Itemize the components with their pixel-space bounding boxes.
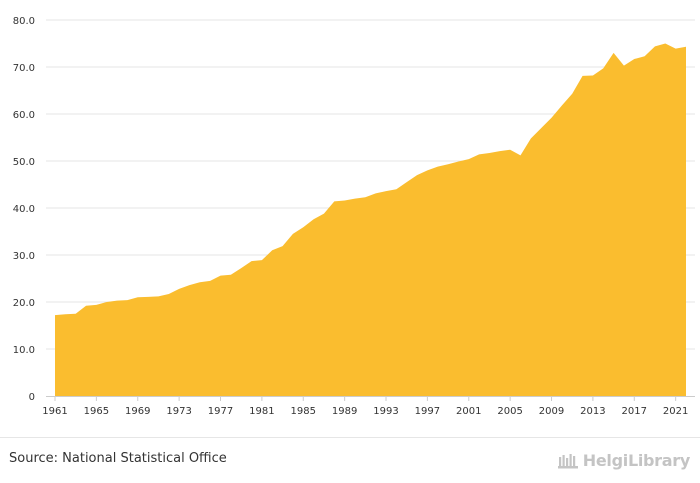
- y-tick-label: 50.0: [13, 157, 35, 168]
- y-tick-label: 10.0: [13, 345, 35, 356]
- x-tick-label: 2017: [622, 406, 647, 417]
- y-tick-label: 70.0: [13, 63, 35, 74]
- y-tick-label: 30.0: [13, 251, 35, 262]
- footer-divider: [0, 437, 700, 438]
- y-tick-label: 20.0: [13, 298, 35, 309]
- x-tick-label: 2001: [456, 406, 481, 417]
- x-tick-label: 1981: [249, 406, 274, 417]
- x-tick-label: 1985: [291, 406, 316, 417]
- x-tick-label: 1993: [373, 406, 398, 417]
- y-axis-tick-labels: 0 10.0 20.0 30.0 40.0 50.0 60.0 70.0 80.0: [13, 16, 35, 403]
- x-tick-label: 1969: [125, 406, 150, 417]
- area-chart: 010.020.030.040.050.060.070.080.0 1961 19…: [13, 16, 695, 417]
- x-axis-tick-labels: 1961 1965 1969 1973 1977 1981 1985 1989 1993 1997…: [42, 396, 688, 417]
- y-tick-label: 0: [29, 392, 35, 403]
- x-tick-label: 1961: [42, 406, 67, 417]
- y-tick-label: 40.0: [13, 204, 35, 215]
- x-tick-label: 1965: [84, 406, 109, 417]
- y-tick-label: 80.0: [13, 16, 35, 27]
- brand-logo[interactable]: HelgiLibrary: [557, 448, 690, 472]
- source-label: Source: National Statistical Office: [9, 451, 227, 466]
- x-tick-label: 2005: [497, 406, 522, 417]
- x-tick-label: 1989: [332, 406, 357, 417]
- y-tick-label: 60.0: [13, 110, 35, 121]
- brand-name: HelgiLibrary: [582, 450, 691, 470]
- x-tick-label: 1977: [208, 406, 233, 417]
- x-tick-label: 1973: [166, 406, 191, 417]
- x-tick-label: 2009: [539, 406, 564, 417]
- x-tick-label: 2013: [580, 406, 605, 417]
- x-tick-label: 2021: [663, 406, 688, 417]
- library-icon: [557, 454, 578, 469]
- x-tick-label: 1997: [415, 406, 440, 417]
- series-area: [55, 43, 686, 396]
